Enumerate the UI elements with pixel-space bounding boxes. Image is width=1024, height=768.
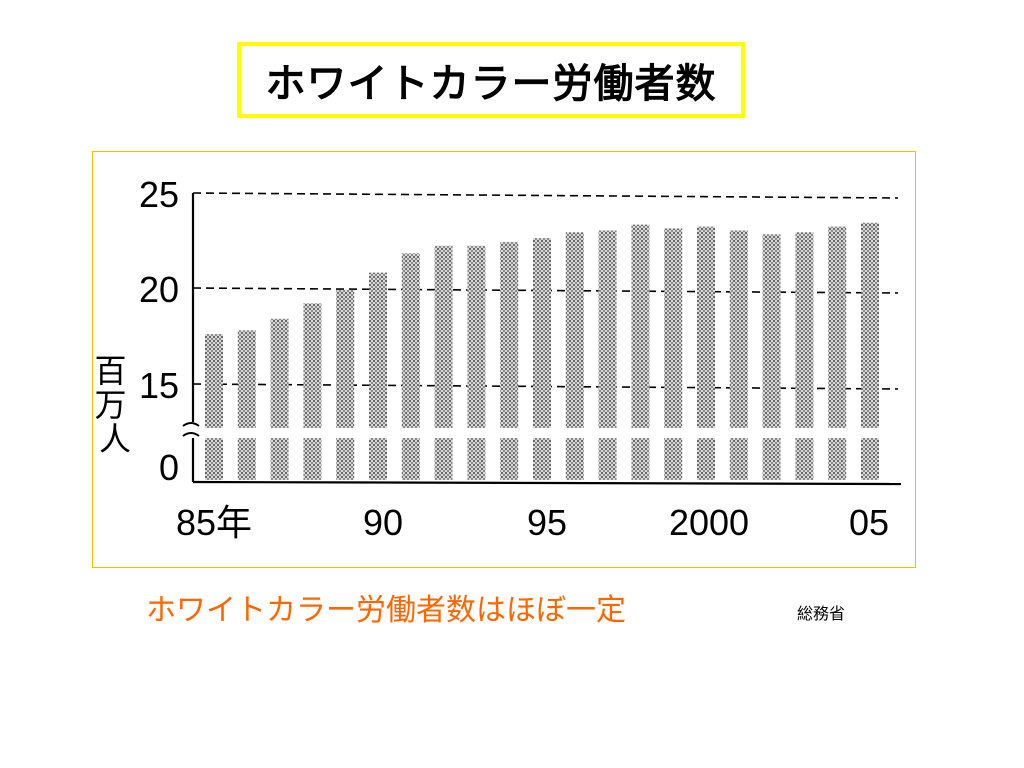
chart-frame: 25 20 15 0 百 万 人 85年 90 95 2000 05 bbox=[92, 151, 916, 568]
bar bbox=[861, 222, 879, 428]
title-box: ホワイトカラー労働者数 bbox=[237, 42, 745, 118]
y-tick-label: 25 bbox=[139, 174, 179, 215]
bar bbox=[598, 230, 617, 428]
source-label: 総務省 bbox=[797, 604, 846, 623]
bar bbox=[500, 241, 519, 428]
bar-base bbox=[336, 438, 355, 480]
bar bbox=[565, 232, 584, 428]
x-tick-label: 95 bbox=[527, 502, 567, 543]
bar-base bbox=[598, 438, 617, 480]
x-tick-label: 2000 bbox=[669, 502, 749, 543]
x-tick-label: 85年 bbox=[176, 502, 252, 543]
y-tick-label: 20 bbox=[139, 269, 179, 310]
x-axis-line bbox=[192, 480, 902, 486]
y-tick-labels: 25 20 15 0 bbox=[139, 174, 179, 488]
bar bbox=[270, 318, 289, 428]
bar-base bbox=[795, 438, 814, 480]
bar bbox=[664, 228, 683, 428]
bar bbox=[237, 330, 256, 428]
x-tick-label: 05 bbox=[849, 502, 889, 543]
bar bbox=[828, 226, 847, 428]
bar-base bbox=[565, 438, 584, 480]
slide-title: ホワイトカラー労働者数 bbox=[265, 61, 717, 107]
y-tick-label: 0 bbox=[159, 447, 179, 488]
axis-break-mark bbox=[182, 422, 200, 437]
bar-base bbox=[500, 438, 519, 480]
bar-base bbox=[861, 438, 879, 480]
bar-base bbox=[434, 438, 453, 480]
bar bbox=[533, 238, 551, 428]
y-tick-label: 15 bbox=[139, 365, 179, 406]
x-tick-label: 90 bbox=[363, 502, 403, 543]
bar bbox=[795, 232, 814, 428]
grid-line bbox=[192, 192, 899, 199]
bar-base bbox=[303, 438, 322, 480]
bar bbox=[631, 224, 650, 428]
bar bbox=[467, 245, 486, 428]
bar-base bbox=[762, 438, 781, 480]
bar-base bbox=[237, 438, 256, 480]
bar bbox=[205, 334, 223, 428]
bars bbox=[205, 222, 879, 480]
y-axis-label: 百 万 人 bbox=[95, 353, 136, 457]
axes bbox=[182, 193, 902, 486]
bar bbox=[762, 234, 781, 428]
x-tick-labels: 85年 90 95 2000 05 bbox=[176, 502, 889, 543]
bar bbox=[729, 230, 748, 428]
bar bbox=[369, 272, 387, 428]
bar-base bbox=[205, 438, 223, 480]
bar-base bbox=[270, 438, 289, 480]
bar-base bbox=[729, 438, 748, 480]
bar-base bbox=[631, 438, 650, 480]
bar bbox=[303, 303, 322, 428]
bar bbox=[434, 245, 453, 428]
bar-base bbox=[369, 438, 387, 480]
bar-chart: 25 20 15 0 百 万 人 85年 90 95 2000 05 bbox=[95, 174, 902, 543]
bar-base bbox=[467, 438, 486, 480]
bar-base bbox=[697, 438, 715, 480]
bar-base bbox=[401, 438, 420, 480]
bar-base bbox=[664, 438, 683, 480]
bar bbox=[697, 226, 715, 428]
slide-caption: ホワイトカラー労働者数はほぼ一定 bbox=[146, 593, 626, 628]
bar bbox=[336, 289, 355, 428]
bar bbox=[401, 253, 420, 428]
bar-base bbox=[533, 438, 551, 480]
bar-base bbox=[828, 438, 847, 480]
